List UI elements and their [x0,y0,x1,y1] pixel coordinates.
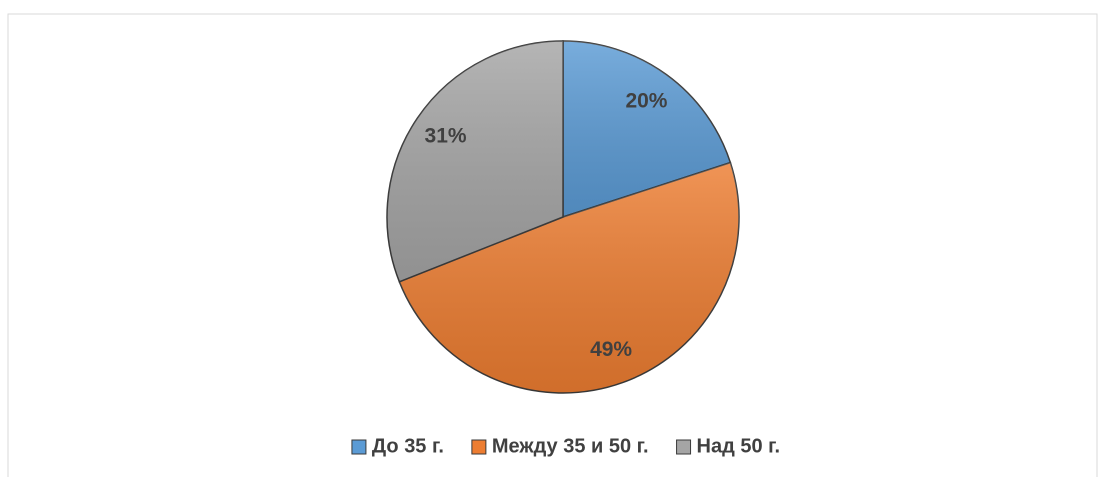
slice-shade [399,162,739,393]
slice-shade [387,41,563,282]
data-label: 31% [425,125,467,148]
legend-label: До 35 г. [372,435,444,457]
chart-frame [7,13,1098,477]
legend: До 35 г. Между 35 и 50 г. Над 50 г. [351,435,781,457]
legend-label: Над 50 г. [697,435,781,457]
legend-swatch [676,439,692,455]
data-label: 20% [625,90,667,113]
slice-shade [563,41,731,217]
data-label: 49% [590,338,632,361]
legend-label: Между 35 и 50 г. [492,435,649,457]
legend-swatch [471,439,487,455]
pie: 20% 49% 31% [386,40,740,394]
legend-swatch [351,439,367,455]
